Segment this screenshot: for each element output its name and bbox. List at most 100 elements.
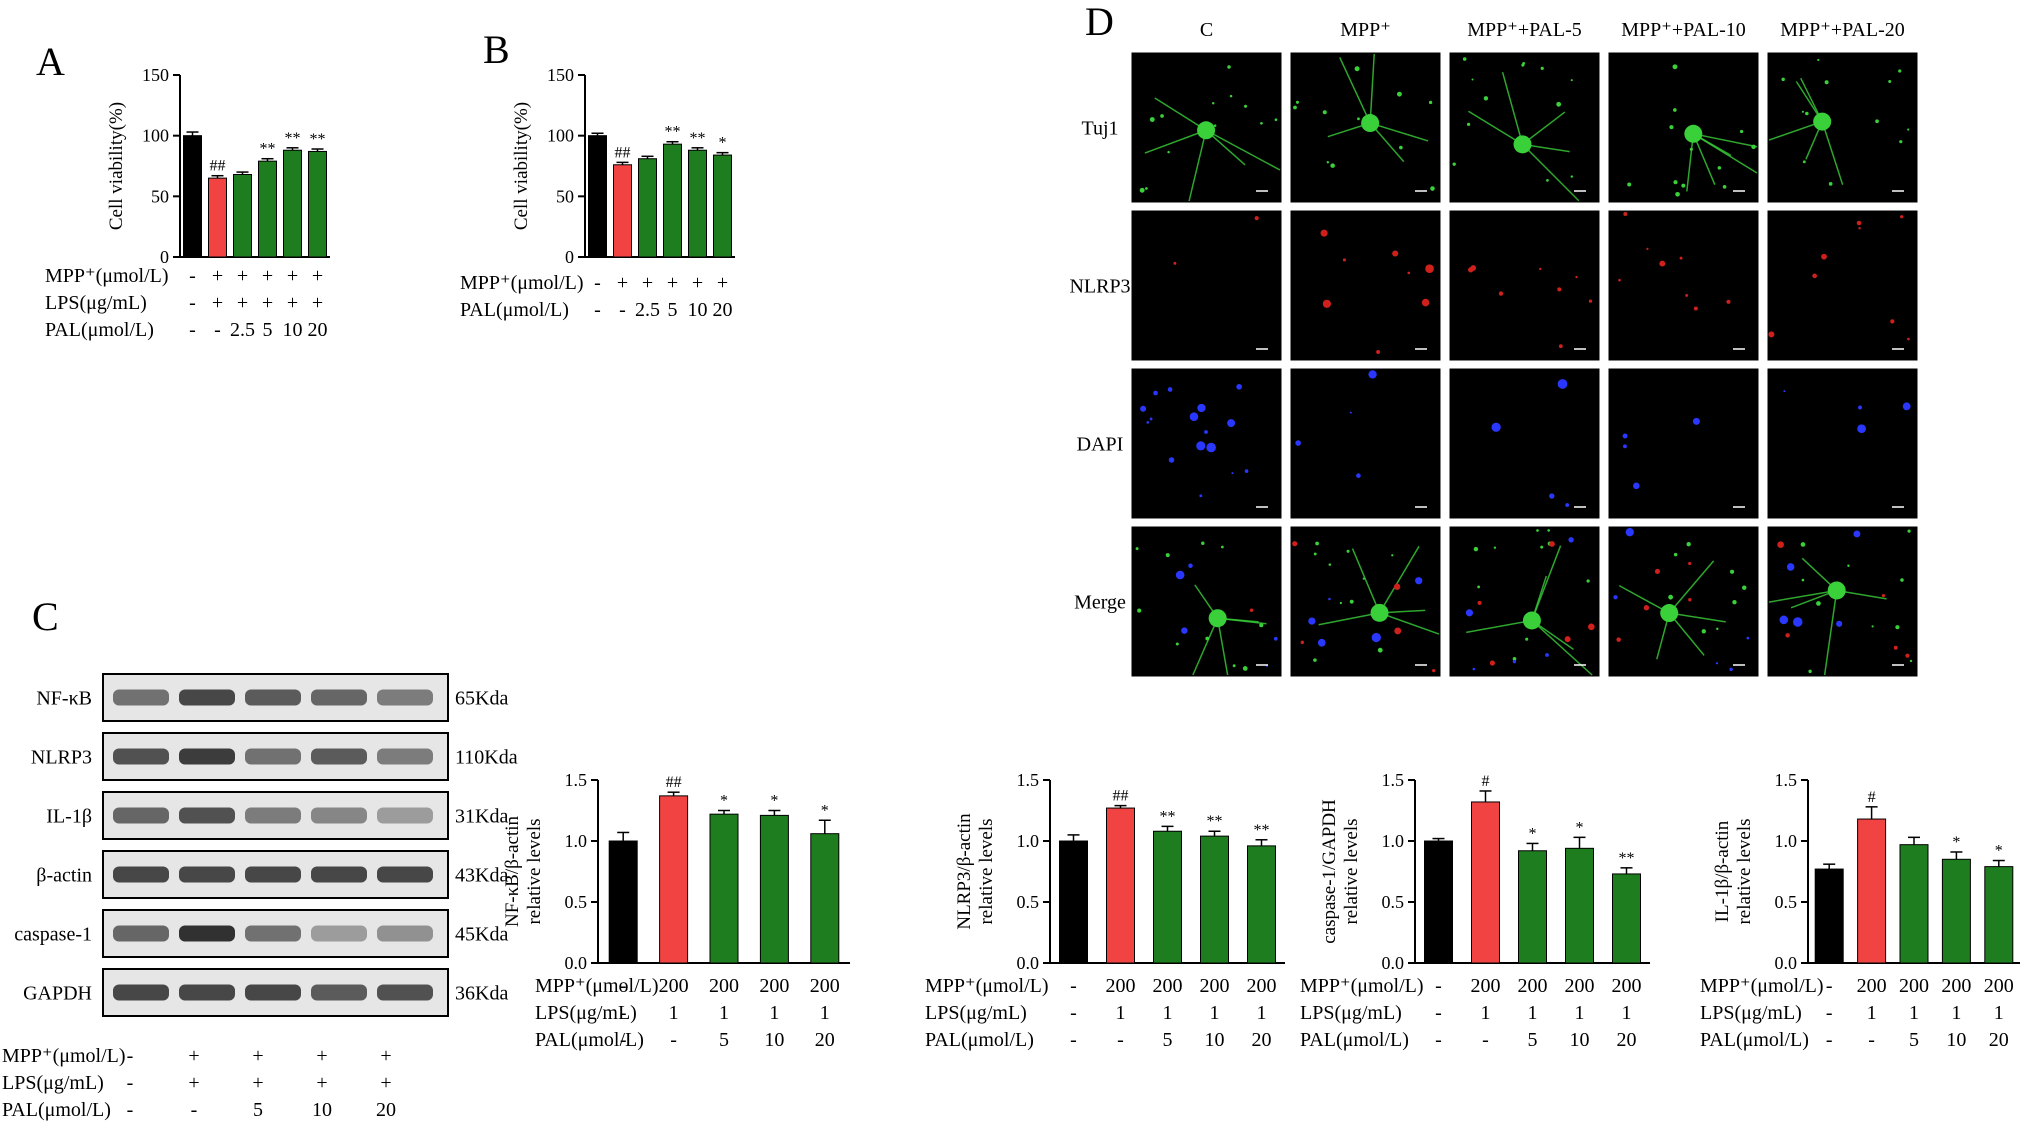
signal-dot (1570, 79, 1573, 82)
signal-dot (1654, 568, 1661, 574)
signal-dot (1168, 457, 1175, 463)
signal-dot (1564, 636, 1571, 643)
significance-mark: ** (310, 131, 326, 148)
cell-body (1813, 112, 1832, 131)
blot-band (113, 984, 169, 1001)
signal-dot (1292, 541, 1298, 547)
y-tick-label: 1.5 (1382, 770, 1405, 790)
condition-label: PAL(μmol/L) (1700, 1029, 1809, 1051)
condition-value: + (617, 272, 628, 294)
signal-dot (1146, 421, 1150, 424)
signal-dot (1394, 627, 1402, 635)
condition-value: 1 (1575, 1002, 1585, 1024)
signal-dot (1739, 129, 1744, 134)
cell-body (1208, 609, 1227, 628)
condition-value: - (1826, 1029, 1833, 1051)
bar (1106, 807, 1135, 964)
condition-value: 200 (1153, 975, 1183, 997)
bar (1518, 850, 1547, 964)
signal-dot (1540, 545, 1544, 549)
bar (308, 150, 327, 258)
protein-label: NLRP3 (31, 747, 92, 769)
signal-dot (1462, 57, 1467, 61)
neurite (1144, 129, 1207, 154)
signal-dot (1362, 577, 1366, 580)
condition-value: 10 (1570, 1029, 1590, 1051)
protein-label: β-actin (36, 865, 92, 887)
blot-row: β-actin 43Kda (36, 850, 508, 899)
micrograph (1448, 525, 1601, 678)
neurite (1501, 71, 1524, 145)
condition-value: 20 (308, 319, 328, 341)
micrograph (1130, 209, 1283, 362)
panel-letter-d: D (1085, 0, 1114, 44)
condition-value: - (594, 299, 601, 321)
y-axis-label: caspase-1/GAPDH (1319, 799, 1340, 944)
condition-label: MPP⁺(μmol/L) (45, 265, 169, 287)
cell-body (1522, 611, 1541, 630)
signal-dot (1824, 80, 1829, 85)
neurite (1216, 618, 1229, 676)
signal-dot (1681, 183, 1686, 188)
molecular-weight-label: 43Kda (455, 865, 508, 887)
micrograph (1766, 525, 1919, 678)
signal-dot (1547, 529, 1550, 532)
stain-row-label: DAPI (1077, 434, 1124, 456)
micrograph (1448, 209, 1601, 362)
signal-dot (1907, 337, 1910, 341)
condition-value: - (1435, 975, 1442, 997)
neurite (1192, 617, 1219, 676)
signal-dot (1556, 101, 1562, 107)
stain-row-label: Merge (1074, 592, 1126, 614)
y-tick-label: 0 (565, 247, 574, 267)
bar (1565, 847, 1594, 964)
blot-band (377, 925, 433, 942)
y-tick-label: 0.5 (1775, 892, 1798, 912)
condition-label: LPS(μg/mL) (925, 1002, 1027, 1024)
condition-value: 1 (1163, 1002, 1173, 1024)
signal-dot (1188, 563, 1193, 568)
blot-band (179, 984, 235, 1001)
signal-dot (1189, 412, 1199, 421)
signal-dot (1701, 629, 1706, 634)
condition-value: - (1868, 1029, 1875, 1051)
condition-value: 1 (1622, 1002, 1632, 1024)
signal-dot (1768, 331, 1775, 338)
signal-dot (1512, 657, 1517, 661)
signal-dot (1205, 636, 1210, 641)
bar (588, 135, 607, 258)
signal-dot (1149, 417, 1153, 421)
y-tick-label: 50 (151, 186, 169, 206)
micrograph (1607, 51, 1760, 204)
y-tick-label: 1.0 (1775, 831, 1798, 851)
condition-label: MPP⁺(μmol/L) (925, 975, 1049, 997)
signal-dot (1670, 617, 1674, 621)
signal-dot (1376, 349, 1381, 354)
significance-mark: * (1952, 834, 1960, 851)
blot-band (113, 925, 169, 942)
bar (709, 813, 739, 964)
signal-dot (1466, 122, 1471, 126)
bar (659, 795, 689, 964)
condition-value: - (214, 319, 221, 341)
signal-dot (1558, 344, 1563, 349)
bar (1814, 868, 1844, 964)
condition-label: LPS(μg/mL) (1700, 1002, 1802, 1024)
blot-band (311, 925, 367, 942)
bar (759, 814, 789, 964)
signal-dot (1549, 541, 1555, 547)
neurite (1618, 584, 1670, 614)
condition-value: 10 (1205, 1029, 1225, 1051)
neurite (1768, 120, 1823, 141)
signal-dot (1254, 216, 1259, 221)
signal-dot (1900, 578, 1904, 582)
condition-column-label: C (1200, 19, 1213, 41)
significance-mark: * (720, 793, 728, 810)
signal-dot (1346, 549, 1350, 553)
blot-band (377, 984, 433, 1001)
signal-dot (1199, 494, 1203, 498)
y-axis-label: NF-κB/β-actin (502, 815, 523, 927)
bar (258, 160, 277, 258)
